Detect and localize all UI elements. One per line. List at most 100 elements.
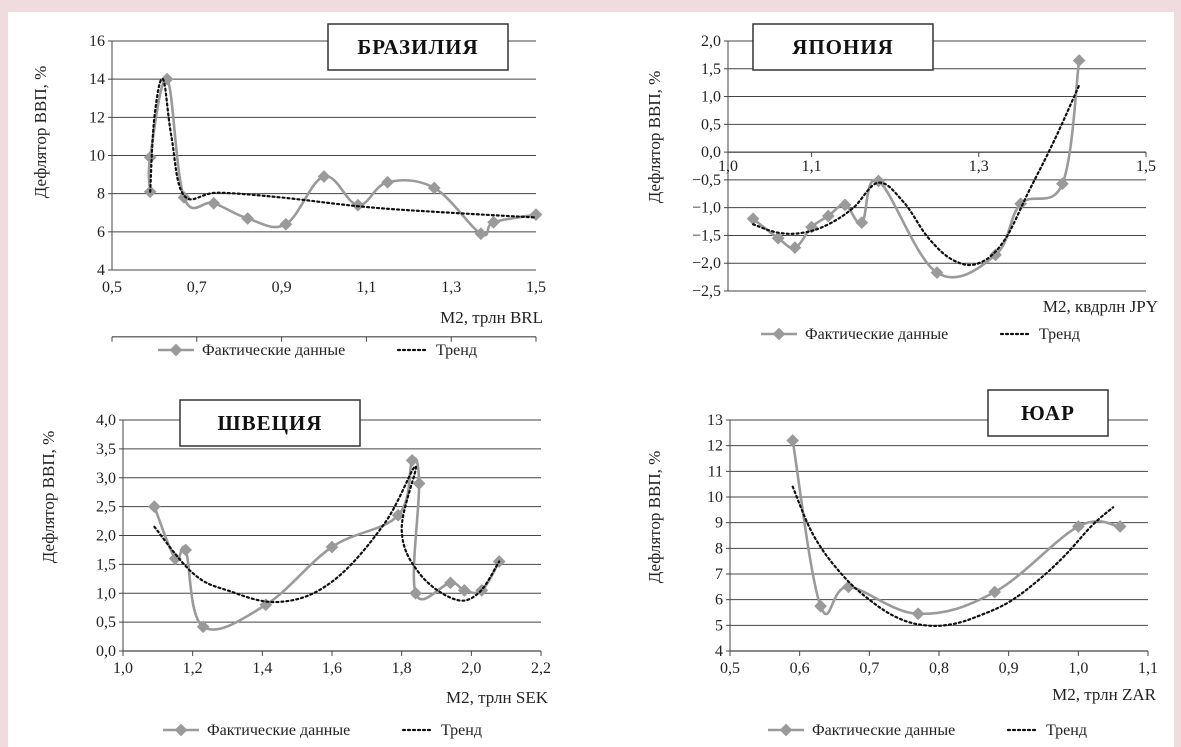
x-tick-label: 1,2 bbox=[183, 660, 203, 677]
data-point bbox=[911, 607, 925, 621]
x-tick-label: 1,8 bbox=[392, 660, 412, 677]
x-tick-label: 2,0 bbox=[461, 660, 481, 677]
y-tick-label: 0,0 bbox=[701, 144, 721, 161]
y-tick-label: 4 bbox=[715, 643, 723, 660]
data-point bbox=[207, 196, 221, 210]
x-tick-label: 0,9 bbox=[999, 660, 1019, 677]
chart-sar: 4 5 6 7 8 9 10 11 12 13 0,5 0,6 0,7 0,8 0,9 1,0 1,1 Дефля… bbox=[645, 389, 1158, 739]
y-tick-label: 11 bbox=[708, 463, 723, 480]
x-tick-label: 2,2 bbox=[531, 660, 551, 677]
y-tick-label: 5 bbox=[715, 617, 723, 634]
y-tick-label: 10 bbox=[707, 489, 723, 506]
figure-frame: 4 6 8 10 12 14 16 0,5 0,7 0,9 1,1 1,3 1,5 Дефлятор ВВ… bbox=[8, 12, 1174, 747]
data-point bbox=[786, 434, 800, 447]
chart-sweden: 0,0 0,5 1,0 1,5 2,0 2,5 3,0 3,5 4,0 1,0 1,2 1,4 1,6 1… bbox=[39, 399, 551, 739]
title-box bbox=[752, 23, 934, 71]
panel-title: ШВЕЦИЯ bbox=[218, 411, 323, 435]
data-point bbox=[1056, 177, 1069, 191]
y-tick-label: −1,0 bbox=[692, 200, 721, 217]
data-point bbox=[988, 585, 1002, 599]
legend-actual-label: Фактические данные bbox=[805, 326, 948, 343]
x-tick-label: 1,0 bbox=[113, 660, 133, 677]
data-point bbox=[279, 217, 293, 231]
y-tick-label: 1,5 bbox=[96, 556, 116, 573]
panel-title: БРАЗИЛИЯ bbox=[357, 35, 478, 59]
data-point bbox=[160, 72, 174, 86]
x-tick-label: 0,7 bbox=[859, 660, 879, 677]
x-tick-label: 1,6 bbox=[322, 660, 342, 677]
y-tick-label: 0,0 bbox=[96, 643, 116, 660]
y-tick-label: 3,0 bbox=[96, 470, 116, 487]
y-tick-label: −1,5 bbox=[692, 227, 721, 244]
x-tick-label: 1,3 bbox=[969, 158, 989, 175]
legend-trend-label: Тренд bbox=[1046, 722, 1087, 739]
y-tick-label: 9 bbox=[715, 515, 723, 532]
actual-line bbox=[153, 456, 501, 631]
legend-trend-label: Тренд bbox=[436, 342, 477, 359]
actual-line bbox=[147, 77, 537, 237]
data-point bbox=[405, 454, 419, 467]
data-point bbox=[487, 215, 500, 229]
legend-actual-marker bbox=[779, 723, 793, 737]
panel-title: ЮАР bbox=[1021, 401, 1075, 425]
y-tick-label: 7 bbox=[715, 566, 723, 583]
x-tick-label: 0,8 bbox=[929, 660, 949, 677]
y-tick-label: 2,5 bbox=[96, 499, 116, 516]
x-axis-label: M2, трлн ZAR bbox=[1052, 685, 1157, 704]
y-tick-label: 16 bbox=[89, 33, 105, 50]
y-tick-label: 8 bbox=[97, 186, 105, 203]
data-point bbox=[241, 212, 255, 225]
x-tick-label: 1,1 bbox=[802, 158, 822, 175]
data-point bbox=[474, 227, 488, 241]
data-point bbox=[1072, 54, 1086, 67]
y-tick-label: 14 bbox=[89, 71, 105, 88]
panel-title: ЯПОНИЯ bbox=[792, 35, 894, 59]
trend-line bbox=[149, 77, 538, 219]
trend-line bbox=[752, 84, 1081, 267]
x-tick-label: 1,0 bbox=[718, 158, 738, 175]
y-tick-label: 2,0 bbox=[96, 528, 116, 545]
x-axis-label: M2, квдрлн JPY bbox=[1043, 297, 1158, 316]
data-point bbox=[317, 170, 331, 183]
title-box bbox=[987, 389, 1109, 437]
y-tick-label: 4 bbox=[97, 262, 105, 279]
y-tick-label: 10 bbox=[89, 148, 105, 165]
x-axis-label: M2, трлн BRL bbox=[440, 308, 543, 327]
y-tick-label: 1,5 bbox=[701, 61, 721, 78]
charts-canvas: 4 6 8 10 12 14 16 0,5 0,7 0,9 1,1 1,3 1,5 Дефлятор ВВ… bbox=[31, 23, 1158, 739]
y-tick-label: −0,5 bbox=[692, 172, 721, 189]
y-tick-label: 1,0 bbox=[701, 89, 721, 106]
x-tick-label: 1,3 bbox=[441, 279, 461, 296]
legend-trend-label: Тренд bbox=[1039, 326, 1080, 343]
y-tick-label: 6 bbox=[97, 224, 105, 241]
data-point bbox=[412, 477, 426, 490]
y-tick-label: 6 bbox=[715, 592, 723, 609]
x-tick-label: 1,4 bbox=[252, 660, 272, 677]
x-tick-label: 1,5 bbox=[1136, 158, 1156, 175]
title-box bbox=[327, 23, 509, 71]
x-tick-label: 1,5 bbox=[526, 279, 546, 296]
legend-actual-label: Фактические данные bbox=[202, 342, 345, 359]
data-point bbox=[381, 175, 394, 189]
x-tick-label: 1,1 bbox=[356, 279, 376, 296]
y-axis-label: Дефлятор ВВП, % bbox=[645, 451, 664, 584]
y-tick-label: 13 bbox=[707, 412, 723, 429]
x-tick-label: 1,1 bbox=[1138, 660, 1158, 677]
y-tick-label: −2,5 bbox=[692, 283, 721, 300]
legend-actual-marker bbox=[174, 723, 188, 737]
y-axis-label: Дефлятор ВВП, % bbox=[31, 66, 50, 199]
y-tick-label: 8 bbox=[715, 540, 723, 557]
data-point bbox=[1071, 520, 1085, 533]
data-point bbox=[391, 508, 405, 522]
title-box bbox=[179, 399, 361, 447]
legend-actual-marker bbox=[772, 327, 786, 341]
data-point bbox=[427, 181, 441, 195]
y-tick-label: −2,0 bbox=[692, 255, 721, 272]
y-tick-label: 0,5 bbox=[701, 116, 721, 133]
x-tick-label: 1,0 bbox=[1068, 660, 1088, 677]
data-point bbox=[177, 191, 191, 204]
y-tick-label: 12 bbox=[707, 438, 723, 455]
y-axis-label: Дефлятор ВВП, % bbox=[645, 71, 664, 204]
x-tick-label: 0,5 bbox=[102, 279, 122, 296]
x-tick-label: 0,5 bbox=[720, 660, 740, 677]
